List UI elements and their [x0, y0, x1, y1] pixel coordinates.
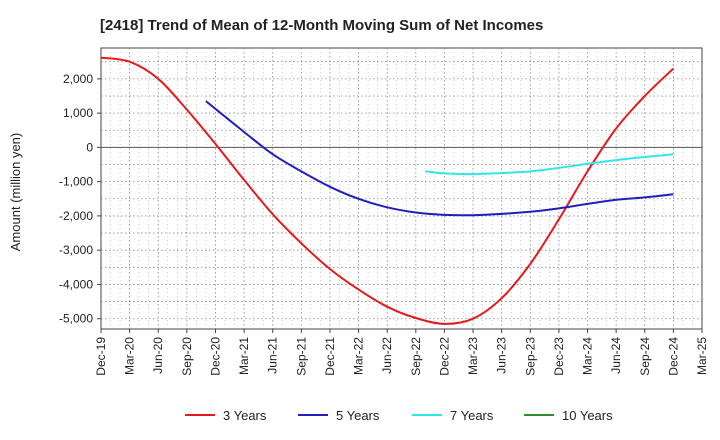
- chart-title: [2418] Trend of Mean of 12-Month Moving …: [100, 17, 543, 34]
- y-axis-ticks: 2,000 1,000 0 -1,000 -2,000 -3,000 -4,000 -5,00…: [59, 72, 101, 326]
- y-tick-label: -5,000: [59, 312, 93, 326]
- x-tick-label: Sep-24: [638, 337, 652, 376]
- series-line-5-years: [205, 100, 674, 217]
- x-tick-label: Dec-20: [208, 337, 222, 376]
- legend-label: 7 Years: [450, 408, 494, 423]
- x-tick-label: Jun-22: [380, 337, 394, 374]
- series-lines: [100, 56, 675, 325]
- x-tick-label: Mar-24: [581, 337, 595, 375]
- x-tick-label: Sep-20: [180, 337, 194, 376]
- x-tick-label: Mar-20: [123, 337, 137, 375]
- x-tick-label: Dec-23: [552, 337, 566, 376]
- x-axis-ticks: Dec-19 Mar-20 Jun-20 Sep-20 Dec-20 Mar-21 Jun-…: [94, 329, 709, 376]
- x-tick-label: Sep-21: [294, 337, 308, 376]
- legend-label: 3 Years: [223, 408, 267, 423]
- y-axis-label: Amount (million yen): [8, 133, 23, 252]
- grid-lines: [101, 48, 702, 329]
- legend-label: 10 Years: [562, 408, 613, 423]
- x-tick-label: Sep-23: [523, 337, 537, 376]
- series-line-7-years: [425, 153, 674, 176]
- x-tick-label: Dec-19: [94, 337, 108, 376]
- x-tick-label: Mar-22: [352, 337, 366, 375]
- y-tick-label: 1,000: [63, 106, 93, 120]
- y-tick-label: 2,000: [63, 72, 93, 86]
- x-tick-label: Mar-23: [466, 337, 480, 375]
- x-tick-label: Jun-21: [266, 337, 280, 374]
- x-tick-label: Jun-24: [609, 337, 623, 374]
- y-tick-label: 0: [86, 140, 93, 154]
- x-tick-label: Jun-23: [495, 337, 509, 374]
- series-line-3-years: [100, 56, 675, 325]
- y-tick-label: -3,000: [59, 243, 93, 257]
- legend-label: 5 Years: [336, 408, 380, 423]
- legend: 3 Years 5 Years 7 Years 10 Years: [185, 408, 613, 423]
- x-tick-label: Jun-20: [151, 337, 165, 374]
- x-tick-label: Dec-22: [437, 337, 451, 376]
- y-tick-label: -2,000: [59, 209, 93, 223]
- y-tick-label: -4,000: [59, 277, 93, 291]
- x-tick-label: Mar-21: [237, 337, 251, 375]
- y-tick-label: -1,000: [59, 175, 93, 189]
- x-tick-label: Mar-25: [695, 337, 709, 375]
- x-tick-label: Dec-24: [666, 337, 680, 376]
- x-tick-label: Sep-22: [409, 337, 423, 376]
- plot-frame: [100, 47, 703, 330]
- plot-area: [100, 47, 703, 330]
- x-tick-label: Dec-21: [323, 337, 337, 376]
